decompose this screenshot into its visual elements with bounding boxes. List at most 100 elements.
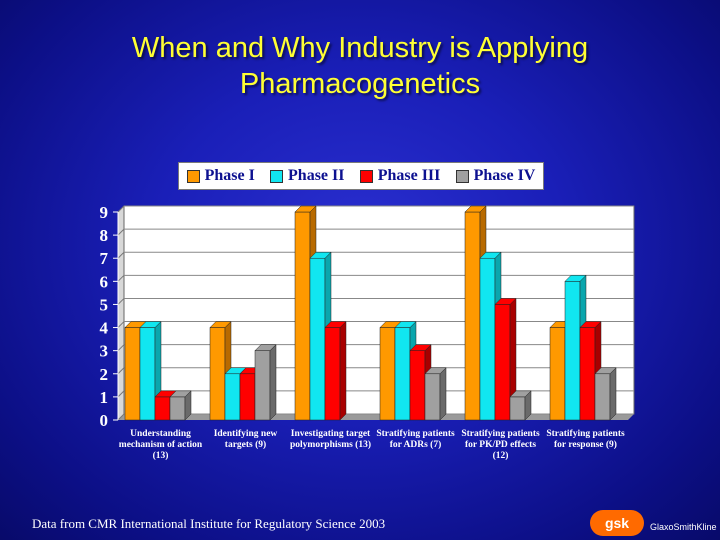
- gridline-diagonal: [117, 228, 125, 236]
- bar: [209, 327, 226, 421]
- bar: [154, 396, 171, 421]
- category-label: Investigating target: [291, 429, 371, 439]
- bar: [324, 327, 341, 421]
- bar: [379, 327, 396, 421]
- plot-side-wall: [118, 206, 124, 420]
- y-tick-label: 1: [100, 388, 109, 407]
- gridline-diagonal: [117, 367, 125, 375]
- category-label: (13): [153, 450, 169, 461]
- y-tick-label: 2: [100, 365, 109, 384]
- gsk-logo: gsk: [590, 510, 644, 536]
- bar-top: [579, 321, 602, 328]
- bar: [479, 257, 496, 421]
- category-label: Stratifying patients: [546, 429, 625, 439]
- y-tick-label: 6: [100, 272, 109, 291]
- y-tick-label: 8: [100, 226, 109, 245]
- title-line-2: Pharmacogenetics: [239, 68, 481, 100]
- legend-swatch-phase-2: [270, 169, 284, 183]
- bar: [464, 211, 481, 421]
- bar-top: [294, 205, 317, 213]
- bar-top: [169, 390, 192, 398]
- y-tick-label: 3: [100, 342, 109, 361]
- gridline-diagonal: [117, 251, 125, 259]
- bar-top: [479, 251, 502, 259]
- y-tick-label: 9: [100, 203, 109, 222]
- source-note: Data from CMR International Institute fo…: [32, 516, 386, 531]
- bar: [169, 396, 186, 421]
- bar: [294, 211, 311, 421]
- bar-side: [609, 367, 617, 421]
- bar-top: [509, 390, 532, 398]
- bar: [239, 373, 256, 421]
- bar: [409, 350, 426, 421]
- bar: [509, 396, 526, 421]
- legend-label-phase-3: Phase III: [377, 167, 441, 184]
- slide-title: When and Why Industry is Applying Pharma…: [0, 30, 720, 102]
- category-label: Understanding: [130, 429, 191, 439]
- legend-item-phase-2: Phase II: [270, 167, 344, 185]
- bar: [494, 304, 511, 421]
- title-line-1: When and Why Industry is Applying: [131, 32, 589, 64]
- gridline-diagonal: [117, 298, 125, 305]
- bar-top: [409, 344, 432, 351]
- bar-top: [324, 321, 347, 328]
- category-label: targets (9): [225, 439, 266, 450]
- bar-top: [139, 321, 162, 328]
- category-label: for ADRs (7): [390, 439, 442, 450]
- bar: [124, 327, 141, 421]
- legend-label-phase-1: Phase I: [204, 167, 255, 184]
- bar: [394, 327, 411, 421]
- bar: [549, 327, 566, 421]
- legend-item-phase-3: Phase III: [359, 167, 441, 185]
- bar: [309, 257, 326, 421]
- gridline-diagonal: [117, 390, 125, 398]
- bar-top: [564, 275, 587, 282]
- bar-side: [339, 320, 347, 421]
- bar-top: [594, 367, 617, 375]
- gridline-diagonal: [117, 205, 125, 213]
- category-label: (12): [493, 450, 509, 461]
- legend-swatch-phase-1: [186, 169, 200, 183]
- bar-top: [394, 321, 417, 328]
- legend-item-phase-4: Phase IV: [455, 167, 536, 185]
- bar: [579, 327, 596, 421]
- bar-top: [494, 298, 517, 305]
- category-label: Identifying new: [214, 429, 278, 439]
- bar-side: [439, 367, 447, 421]
- bar-top: [464, 205, 487, 213]
- gsk-logo-mark: gsk: [605, 515, 629, 531]
- legend-swatch-phase-4: [455, 169, 469, 183]
- legend-item-phase-1: Phase I: [186, 167, 255, 185]
- category-label: for response (9): [554, 439, 617, 450]
- category-label: Stratifying patients: [376, 429, 455, 439]
- gridline-diagonal: [117, 274, 125, 282]
- legend-label-phase-4: Phase IV: [473, 167, 536, 184]
- category-label: Stratifying patients: [461, 429, 540, 439]
- y-tick-label: 4: [100, 319, 109, 338]
- bar-top: [424, 367, 447, 375]
- bar-top: [309, 251, 332, 259]
- legend-label-phase-2: Phase II: [288, 167, 345, 184]
- chart-legend: Phase I Phase II Phase III Phase IV: [178, 162, 544, 190]
- bar: [564, 281, 581, 421]
- gridline-diagonal: [117, 321, 125, 328]
- category-label: mechanism of action: [119, 440, 203, 450]
- bar-top: [209, 321, 232, 328]
- logo-wordmark: GlaxoSmithKline: [650, 522, 717, 532]
- plot-back-wall: [123, 205, 635, 415]
- legend-swatch-phase-3: [359, 169, 373, 183]
- category-label: polymorphisms (13): [290, 439, 371, 450]
- gsk-logo-badge: [590, 510, 644, 536]
- category-label: for PK/PD effects: [465, 440, 536, 450]
- gridline-diagonal: [117, 413, 125, 421]
- bar-side: [269, 344, 277, 421]
- bar: [594, 373, 611, 421]
- bar: [139, 327, 156, 421]
- bar-top: [254, 344, 277, 351]
- bar: [254, 350, 271, 421]
- bar: [424, 373, 441, 421]
- y-tick-label: 5: [100, 295, 109, 314]
- bar: [224, 373, 241, 421]
- y-tick-label: 0: [100, 411, 109, 430]
